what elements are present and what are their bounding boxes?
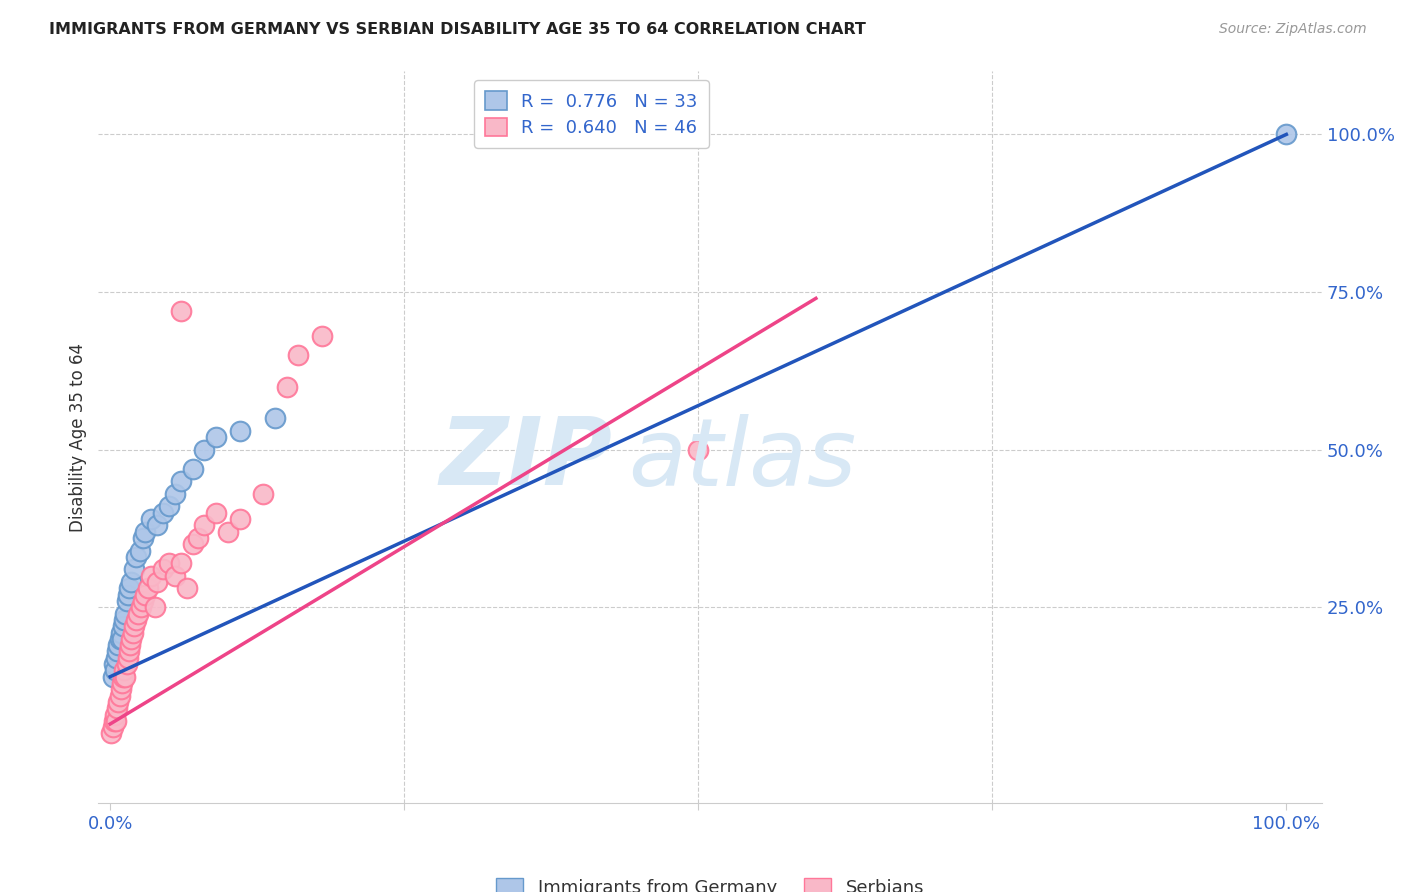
- Point: [170, 556, 193, 570]
- Point: [176, 582, 198, 596]
- Point: [193, 442, 215, 457]
- Point: [276, 379, 298, 393]
- Point: [205, 430, 228, 444]
- Point: [117, 650, 139, 665]
- Point: [228, 512, 250, 526]
- Point: [110, 682, 132, 697]
- Point: [105, 650, 128, 665]
- Point: [117, 588, 139, 602]
- Point: [263, 411, 285, 425]
- Point: [101, 720, 124, 734]
- Point: [103, 657, 125, 671]
- Point: [110, 625, 132, 640]
- Point: [163, 487, 186, 501]
- Point: [228, 424, 250, 438]
- Point: [112, 613, 135, 627]
- Point: [157, 500, 180, 514]
- Point: [111, 632, 134, 646]
- Point: [120, 638, 142, 652]
- Point: [114, 670, 136, 684]
- Point: [287, 348, 309, 362]
- Point: [170, 304, 193, 318]
- Point: [1275, 128, 1298, 142]
- Point: [143, 600, 166, 615]
- Y-axis label: Disability Age 35 to 64: Disability Age 35 to 64: [69, 343, 87, 532]
- Point: [115, 657, 138, 671]
- Point: [125, 613, 148, 627]
- Point: [115, 594, 138, 608]
- Point: [146, 575, 169, 590]
- Point: [132, 531, 155, 545]
- Point: [163, 569, 186, 583]
- Point: [128, 543, 150, 558]
- Point: [152, 506, 174, 520]
- Point: [105, 701, 128, 715]
- Point: [146, 518, 169, 533]
- Point: [127, 607, 149, 621]
- Text: ZIP: ZIP: [439, 413, 612, 505]
- Point: [103, 714, 125, 728]
- Point: [157, 556, 180, 570]
- Point: [170, 474, 193, 488]
- Point: [252, 487, 274, 501]
- Point: [111, 676, 134, 690]
- Point: [122, 619, 145, 633]
- Point: [118, 644, 141, 658]
- Point: [125, 549, 148, 564]
- Point: [187, 531, 209, 545]
- Point: [193, 518, 215, 533]
- Point: [108, 689, 131, 703]
- Point: [688, 442, 710, 457]
- Point: [108, 632, 131, 646]
- Point: [107, 638, 129, 652]
- Point: [118, 582, 141, 596]
- Point: [100, 726, 122, 740]
- Point: [134, 588, 156, 602]
- Point: [114, 607, 136, 621]
- Point: [120, 632, 142, 646]
- Point: [152, 562, 174, 576]
- Text: atlas: atlas: [628, 414, 856, 505]
- Point: [181, 537, 204, 551]
- Point: [121, 625, 143, 640]
- Point: [112, 619, 135, 633]
- Point: [122, 562, 145, 576]
- Point: [101, 670, 124, 684]
- Point: [105, 714, 128, 728]
- Point: [112, 670, 135, 684]
- Point: [112, 664, 135, 678]
- Point: [141, 512, 163, 526]
- Point: [141, 569, 163, 583]
- Point: [205, 506, 228, 520]
- Point: [129, 600, 152, 615]
- Text: IMMIGRANTS FROM GERMANY VS SERBIAN DISABILITY AGE 35 TO 64 CORRELATION CHART: IMMIGRANTS FROM GERMANY VS SERBIAN DISAB…: [49, 22, 866, 37]
- Point: [120, 575, 142, 590]
- Point: [104, 664, 127, 678]
- Point: [217, 524, 239, 539]
- Legend: Immigrants from Germany, Serbians: Immigrants from Germany, Serbians: [489, 871, 931, 892]
- Point: [311, 329, 333, 343]
- Point: [132, 594, 155, 608]
- Point: [107, 695, 129, 709]
- Point: [181, 461, 204, 475]
- Point: [136, 582, 159, 596]
- Point: [134, 524, 156, 539]
- Text: Source: ZipAtlas.com: Source: ZipAtlas.com: [1219, 22, 1367, 37]
- Point: [104, 707, 127, 722]
- Point: [105, 644, 128, 658]
